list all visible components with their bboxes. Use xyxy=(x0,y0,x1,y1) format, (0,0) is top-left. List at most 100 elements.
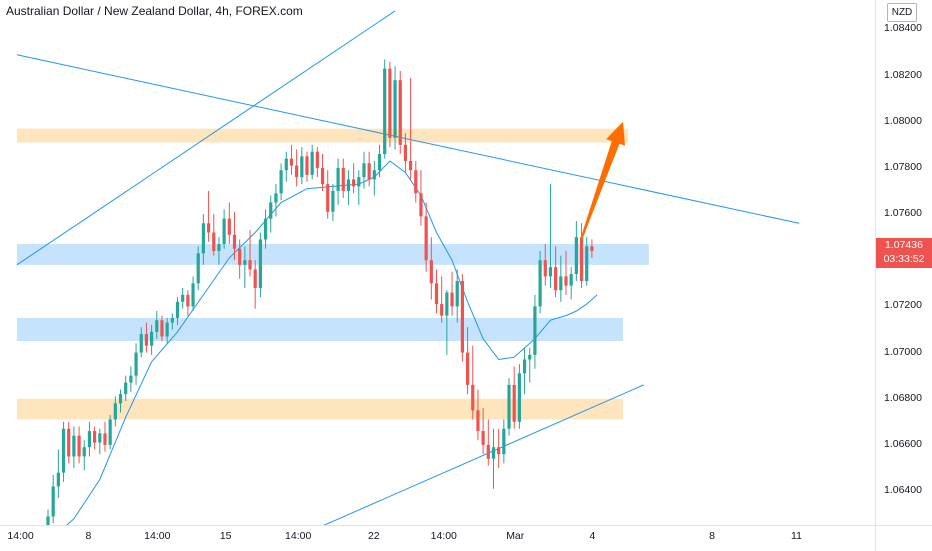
candle xyxy=(129,366,133,392)
moving-average-line xyxy=(47,160,598,543)
candle xyxy=(196,246,200,291)
candle xyxy=(574,220,578,282)
time-tick-label: 4 xyxy=(589,530,596,542)
candle xyxy=(289,144,294,175)
candle-body xyxy=(502,428,506,455)
candle-body xyxy=(450,292,454,307)
candle xyxy=(232,211,237,261)
candle-body xyxy=(284,158,288,171)
candle-body xyxy=(320,167,325,185)
candle xyxy=(118,389,123,413)
candle-body xyxy=(559,276,563,291)
candle xyxy=(139,327,143,358)
candle xyxy=(491,428,496,489)
candle-body xyxy=(305,156,309,175)
time-tick-label: 14:00 xyxy=(285,530,312,542)
candle-body xyxy=(362,163,366,178)
candle xyxy=(150,324,154,355)
candle-body xyxy=(263,218,268,240)
candle xyxy=(579,223,584,288)
trendline xyxy=(286,384,644,543)
candle-body xyxy=(98,433,102,443)
candle-body xyxy=(455,281,459,307)
candle xyxy=(93,426,97,450)
candle-body xyxy=(486,444,490,459)
candle xyxy=(346,170,351,205)
candle-body xyxy=(315,151,319,168)
candle xyxy=(51,474,55,524)
candle xyxy=(56,449,60,498)
candle-body xyxy=(295,165,299,178)
candle-body xyxy=(227,218,231,235)
candle-body xyxy=(465,352,470,385)
candle-body xyxy=(269,202,273,219)
candle-body xyxy=(528,354,532,360)
candle xyxy=(372,160,376,196)
candle-body xyxy=(440,304,444,316)
candle-body xyxy=(129,375,133,383)
time-tick-label: 11 xyxy=(791,530,802,542)
candle-body xyxy=(517,373,521,422)
candle-body xyxy=(310,151,314,175)
candle xyxy=(455,269,459,323)
candle xyxy=(486,419,490,466)
candle xyxy=(77,426,81,464)
candle-body xyxy=(206,223,211,233)
candle-body xyxy=(476,410,480,432)
price-tick-label: 1.08200 xyxy=(884,68,922,81)
bar-countdown: 03:33:52 xyxy=(883,252,925,265)
candle xyxy=(191,276,195,312)
time-tick-label: 22 xyxy=(367,530,380,542)
candle xyxy=(548,184,553,288)
candle xyxy=(569,267,573,300)
price-tick-label: 1.07000 xyxy=(884,345,922,358)
candle xyxy=(554,246,558,298)
candle-body xyxy=(160,320,164,337)
candle xyxy=(320,154,325,191)
candle-body xyxy=(113,403,117,420)
currency-badge[interactable]: NZD xyxy=(887,3,917,22)
candle xyxy=(424,202,428,272)
candle-body xyxy=(67,428,71,457)
candle-body xyxy=(279,170,283,194)
candle-body xyxy=(481,431,485,445)
candle-body xyxy=(357,177,361,187)
time-axis[interactable] xyxy=(0,525,875,551)
candle xyxy=(181,287,185,309)
candle xyxy=(72,426,76,468)
resistance-zone xyxy=(16,128,629,143)
candle-body xyxy=(548,267,553,277)
candle-body xyxy=(175,301,180,318)
candle xyxy=(295,149,299,187)
candle-body xyxy=(341,167,345,191)
price-axis[interactable] xyxy=(875,0,932,550)
candle-body xyxy=(491,447,496,459)
candle-body xyxy=(574,237,578,275)
candle xyxy=(538,250,542,314)
candle-body xyxy=(419,193,423,217)
candle xyxy=(450,271,454,316)
candle xyxy=(522,347,527,395)
candle xyxy=(227,202,231,245)
candle-body xyxy=(56,472,60,487)
candle-body xyxy=(429,260,433,284)
candle-body xyxy=(383,68,387,155)
candle-body xyxy=(232,234,237,249)
candle-body xyxy=(77,435,81,457)
candle xyxy=(155,311,159,339)
candle xyxy=(310,144,314,180)
candle xyxy=(82,440,86,471)
candle xyxy=(186,290,190,316)
candle-body xyxy=(82,447,86,457)
axis-corner xyxy=(875,525,932,551)
price-tick-label: 1.06400 xyxy=(884,484,922,497)
price-tick-label: 1.07200 xyxy=(884,299,922,312)
candle-body xyxy=(424,216,428,261)
candle xyxy=(403,133,408,173)
candle xyxy=(357,170,361,205)
candle-body xyxy=(212,232,216,251)
candle xyxy=(440,276,444,323)
price-tick-label: 1.07800 xyxy=(884,160,922,173)
candle-body xyxy=(569,274,573,286)
